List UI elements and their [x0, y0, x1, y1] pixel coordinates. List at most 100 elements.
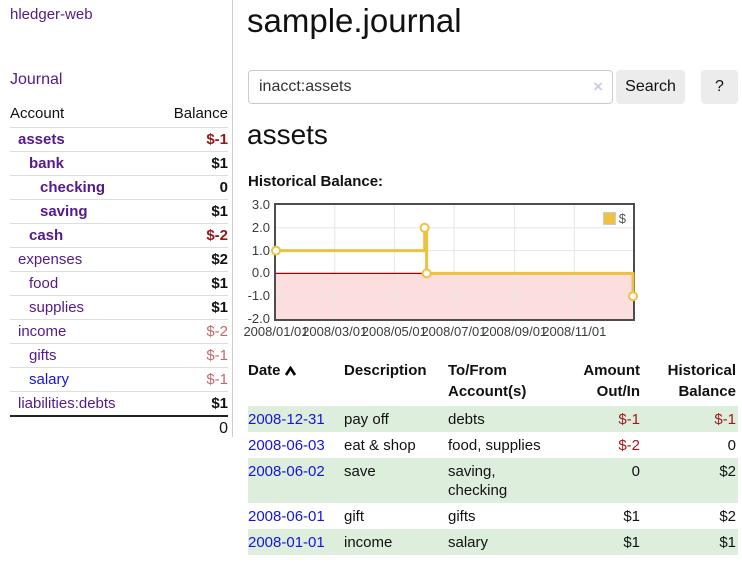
- x-axis-tick-label: 2008/11/01: [542, 324, 607, 339]
- account-balance: $-1: [160, 343, 228, 368]
- transaction-balance: $2: [642, 458, 738, 503]
- account-heading: assets: [247, 119, 328, 150]
- account-row: checking 0: [10, 175, 228, 200]
- search-box: ×: [248, 70, 613, 104]
- y-axis-tick-label: -1.0: [247, 288, 270, 304]
- x-axis-tick-label: 2008/07/01: [421, 324, 487, 339]
- register-header-date[interactable]: Date: [248, 360, 344, 406]
- account-link[interactable]: salary: [29, 371, 70, 388]
- account-link[interactable]: supplies: [29, 299, 85, 316]
- transaction-description: save: [344, 458, 448, 503]
- x-axis-tick-label: 2008/01/01: [243, 324, 309, 339]
- legend-swatch-icon: [602, 212, 616, 225]
- account-balance: $-2: [160, 223, 228, 248]
- accounts-table: Account Balance assets $-1 bank $1 checking 0…: [10, 102, 228, 441]
- search-button[interactable]: Search: [616, 70, 685, 104]
- x-axis-tick-label: 2008/09/01: [482, 324, 548, 339]
- account-link[interactable]: food: [29, 275, 59, 292]
- account-balance: $2: [160, 247, 228, 272]
- account-balance: $-2: [160, 319, 228, 344]
- transaction-balance: $-1: [642, 406, 738, 432]
- data-point-marker: [628, 291, 638, 302]
- search-input[interactable]: [248, 70, 613, 104]
- legend-label: $: [618, 211, 626, 226]
- account-balance: $-1: [160, 127, 228, 152]
- account-balance: $1: [211, 395, 228, 412]
- transaction-balance: $2: [719, 508, 736, 525]
- transaction-date-link[interactable]: 2008-06-02: [248, 463, 325, 480]
- account-row: cash $-2: [10, 223, 228, 248]
- transaction-accounts: food, supplies: [448, 437, 541, 454]
- transaction-row: 2008-06-01 gift gifts $1 $2: [248, 503, 738, 529]
- y-axis-tick-label: 2.0: [251, 219, 270, 235]
- account-link[interactable]: saving: [40, 203, 88, 220]
- register-table: Date Description To/From Account(s) Amou…: [248, 360, 738, 555]
- sidebar-item-journal[interactable]: Journal: [10, 71, 63, 88]
- transaction-accounts: debts: [448, 406, 566, 432]
- account-link[interactable]: checking: [40, 179, 106, 196]
- transaction-balance: $1: [642, 529, 738, 555]
- account-link[interactable]: assets: [18, 131, 65, 148]
- transaction-amount: 0: [566, 458, 642, 503]
- transaction-date-link[interactable]: 2008-06-01: [248, 508, 325, 525]
- x-axis-tick-label: 2008/03/01: [302, 324, 368, 339]
- transaction-description: gift: [344, 508, 365, 525]
- account-link[interactable]: income: [18, 323, 67, 340]
- transaction-amount: $1: [566, 529, 642, 555]
- transaction-amount: $-1: [566, 406, 642, 432]
- transaction-description: eat & shop: [344, 437, 416, 454]
- data-point-marker: [271, 245, 281, 256]
- chart-legend: $: [602, 211, 626, 226]
- x-axis-tick-label: 2008/05/01: [361, 324, 427, 339]
- transaction-balance: 0: [727, 437, 736, 454]
- account-link[interactable]: gifts: [29, 347, 57, 364]
- account-balance: $1: [160, 295, 228, 320]
- y-axis-tick-label: 1.0: [251, 242, 270, 258]
- register-header-description: Description: [344, 362, 427, 379]
- account-row: expenses $2: [10, 247, 228, 272]
- transaction-date-link[interactable]: 2008-01-01: [248, 534, 325, 551]
- transaction-date-link[interactable]: 2008-06-03: [248, 437, 325, 454]
- help-button[interactable]: ?: [701, 70, 738, 104]
- account-link[interactable]: expenses: [18, 251, 83, 268]
- y-axis-tick-label: 3.0: [251, 197, 270, 212]
- register-header-date-label: Date: [248, 362, 281, 379]
- brand-link[interactable]: hledger-web: [10, 6, 93, 23]
- data-point-marker: [421, 268, 432, 279]
- account-balance: 0: [160, 175, 228, 200]
- transaction-accounts: saving, checking: [448, 458, 566, 503]
- transaction-row: 2008-06-02 save saving, checking 0 $2: [248, 458, 738, 503]
- sort-ascending-icon: [284, 365, 296, 376]
- y-axis-tick-label: 0.0: [251, 265, 270, 281]
- accounts-header-account: Account: [10, 102, 160, 128]
- register-header-row: Date Description To/From Account(s) Amou…: [248, 360, 738, 406]
- account-row: income $-2: [10, 319, 228, 344]
- transaction-row: 2008-01-01 income salary $1 $1: [248, 529, 738, 555]
- data-point-marker: [419, 222, 430, 233]
- chart-plot-area: [271, 205, 638, 319]
- account-link[interactable]: cash: [29, 227, 64, 244]
- clear-search-icon[interactable]: ×: [593, 77, 603, 96]
- accounts-total-row: 0: [10, 415, 228, 441]
- historical-balance-chart: $ 3.0 2.0 1.0 0.0 -1.0 -2.0 2008/01/01 2008/03/…: [243, 197, 638, 339]
- account-link[interactable]: liabilities:debts: [18, 395, 116, 412]
- transaction-amount: $-2: [618, 437, 640, 454]
- transaction-amount: $1: [623, 508, 640, 525]
- account-row: liabilities:debts $1: [10, 392, 228, 417]
- y-axis-tick-label: -2.0: [247, 311, 270, 326]
- account-link[interactable]: bank: [29, 155, 65, 172]
- account-row: supplies $1: [10, 295, 228, 320]
- transaction-description: pay off: [344, 406, 448, 432]
- account-balance: $1: [160, 271, 228, 296]
- sidebar: hledger-web Journal Account Balance asse…: [0, 0, 233, 441]
- transaction-accounts: salary: [448, 529, 566, 555]
- transaction-row: 2008-06-03 eat & shop food, supplies $-2 0: [248, 432, 738, 458]
- account-row: assets $-1: [10, 127, 228, 152]
- transaction-description: income: [344, 529, 448, 555]
- accounts-header-balance: Balance: [160, 102, 228, 128]
- account-row: food $1: [10, 271, 228, 296]
- chart-heading: Historical Balance:: [248, 173, 384, 190]
- accounts-total-value: 0: [160, 415, 228, 441]
- transaction-row: 2008-12-31 pay off debts $-1 $-1: [248, 406, 738, 432]
- transaction-date-link[interactable]: 2008-12-31: [248, 411, 325, 428]
